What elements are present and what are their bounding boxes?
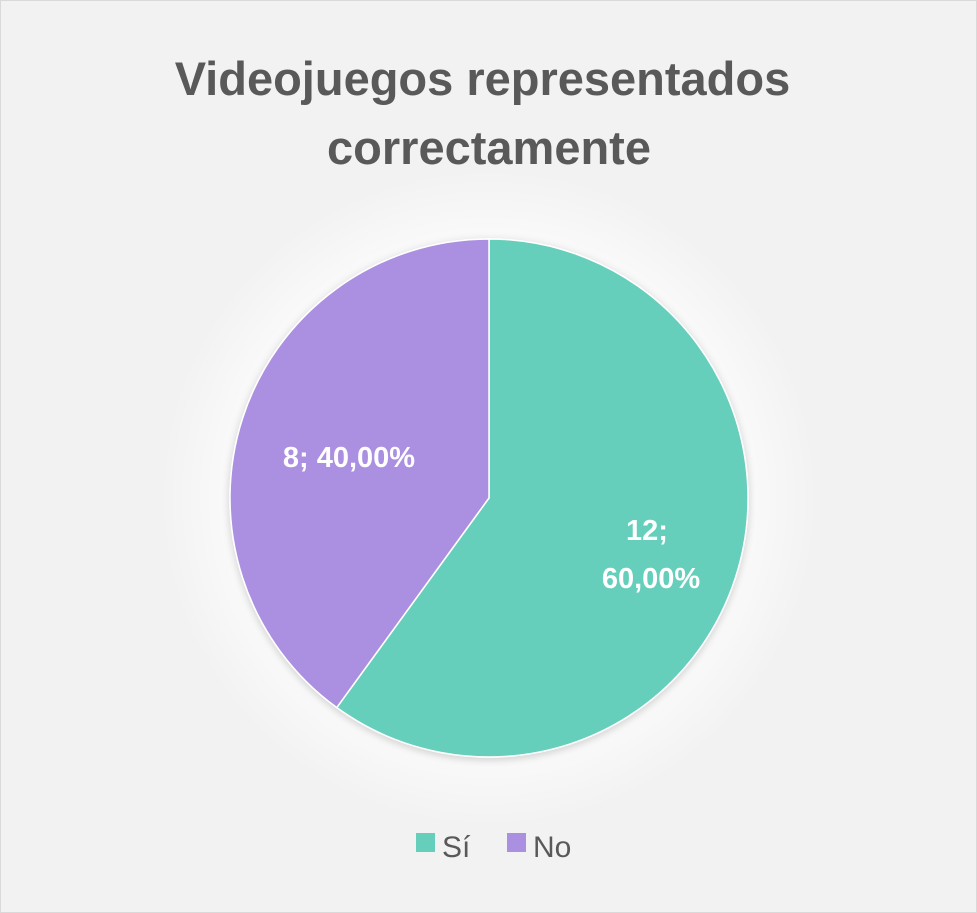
data-label-no: 8; 40,00%	[283, 442, 415, 474]
data-label-si: 12; 60,00%	[602, 515, 701, 595]
legend-label-si[interactable]: Sí	[442, 831, 471, 864]
pie-slices	[229, 238, 749, 758]
legend-swatch-no[interactable]	[507, 833, 526, 852]
chart-title-line-1: Videojuegos representados	[175, 52, 791, 105]
data-label-si-count: 12;	[626, 515, 668, 547]
chart-title: Videojuegos representados correctamente	[175, 52, 804, 174]
data-label-si-percent: 60,00%	[602, 563, 701, 595]
legend-swatch-si[interactable]	[416, 833, 435, 852]
legend: Sí No	[416, 831, 571, 864]
pie-slice-no[interactable]	[229, 238, 490, 709]
pie-slice-si[interactable]	[335, 238, 749, 758]
chart-title-line-2: correctamente	[327, 121, 651, 174]
legend-label-no[interactable]: No	[533, 831, 571, 864]
